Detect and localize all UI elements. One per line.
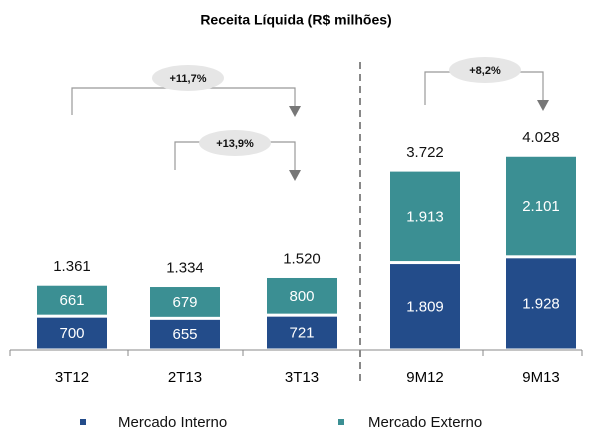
annotation-bubble (152, 65, 224, 91)
value-label: 661 (59, 292, 84, 309)
bar-segment (506, 258, 576, 349)
x-tick-label: 3T13 (285, 369, 319, 386)
total-label: 1.520 (283, 250, 321, 267)
legend-label: Mercado Externo (368, 414, 482, 431)
value-label: 721 (289, 325, 314, 342)
annotation: +11,7% (169, 73, 206, 85)
total-label: 4.028 (522, 129, 560, 146)
total-label: 3.722 (406, 144, 444, 161)
bar-segment (390, 264, 460, 349)
annotation: +13,9% (216, 138, 254, 150)
bar-segment (390, 171, 460, 262)
total-label: 1.361 (53, 258, 91, 275)
x-tick-label: 2T13 (168, 369, 202, 386)
bar-segment (267, 277, 337, 314)
value-label: 1.913 (406, 208, 444, 225)
chart-title: Receita Líquida (R$ milhões) (200, 12, 391, 28)
total-label: 1.334 (166, 259, 204, 276)
value-label: 700 (59, 325, 84, 342)
legend-swatch (338, 419, 344, 425)
bar-segment (267, 316, 337, 349)
value-label: 2.101 (522, 198, 560, 215)
annotation-bubble (449, 57, 521, 83)
bar-segment (37, 285, 107, 315)
arrow-heads (289, 100, 549, 181)
bar-segment (506, 156, 576, 256)
x-tick-label: 3T12 (55, 369, 89, 386)
x-tick-label: 9M13 (522, 369, 560, 386)
x-tick-label: 9M12 (406, 369, 444, 386)
value-label: 1.809 (406, 298, 444, 315)
annotation: +8,2% (469, 65, 501, 77)
bar-segment (150, 287, 220, 317)
bar-segment (150, 319, 220, 349)
legend-swatch (80, 419, 86, 425)
value-label: 1.928 (522, 295, 560, 312)
bar-segment (37, 317, 107, 349)
value-label: 655 (172, 326, 197, 343)
value-label: 800 (289, 288, 314, 305)
value-label: 679 (172, 294, 197, 311)
annotation-bubble (199, 130, 271, 156)
legend-label: Mercado Interno (118, 414, 227, 431)
brackets (71, 71, 544, 172)
